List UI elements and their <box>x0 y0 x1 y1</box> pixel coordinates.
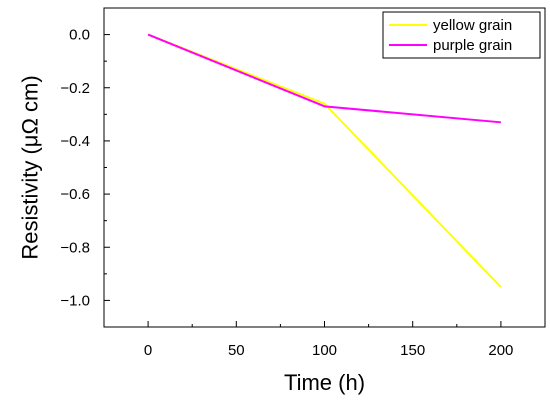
series-line-purple-grain <box>147 33 501 124</box>
y-tick-label: −0.4 <box>60 133 90 150</box>
x-axis-title: Time (h) <box>284 370 365 395</box>
x-tick-label: 0 <box>144 342 152 359</box>
y-tick-label: 0.0 <box>69 27 90 44</box>
legend-label: yellow grain <box>433 17 512 34</box>
y-tick-label: −0.6 <box>60 186 90 203</box>
legend-label: purple grain <box>433 37 512 54</box>
x-tick-label: 50 <box>228 342 245 359</box>
y-axis-title: Resistivity (μΩ cm) <box>18 75 43 259</box>
x-tick-label: 150 <box>400 342 425 359</box>
y-tick-label: −0.8 <box>60 239 90 256</box>
series-line-yellow-grain <box>147 33 502 288</box>
y-tick-label: −0.2 <box>60 80 90 97</box>
x-tick-label: 200 <box>488 342 513 359</box>
y-tick-label: −1.0 <box>60 292 90 309</box>
x-tick-label: 100 <box>312 342 337 359</box>
legend-box <box>382 11 541 59</box>
